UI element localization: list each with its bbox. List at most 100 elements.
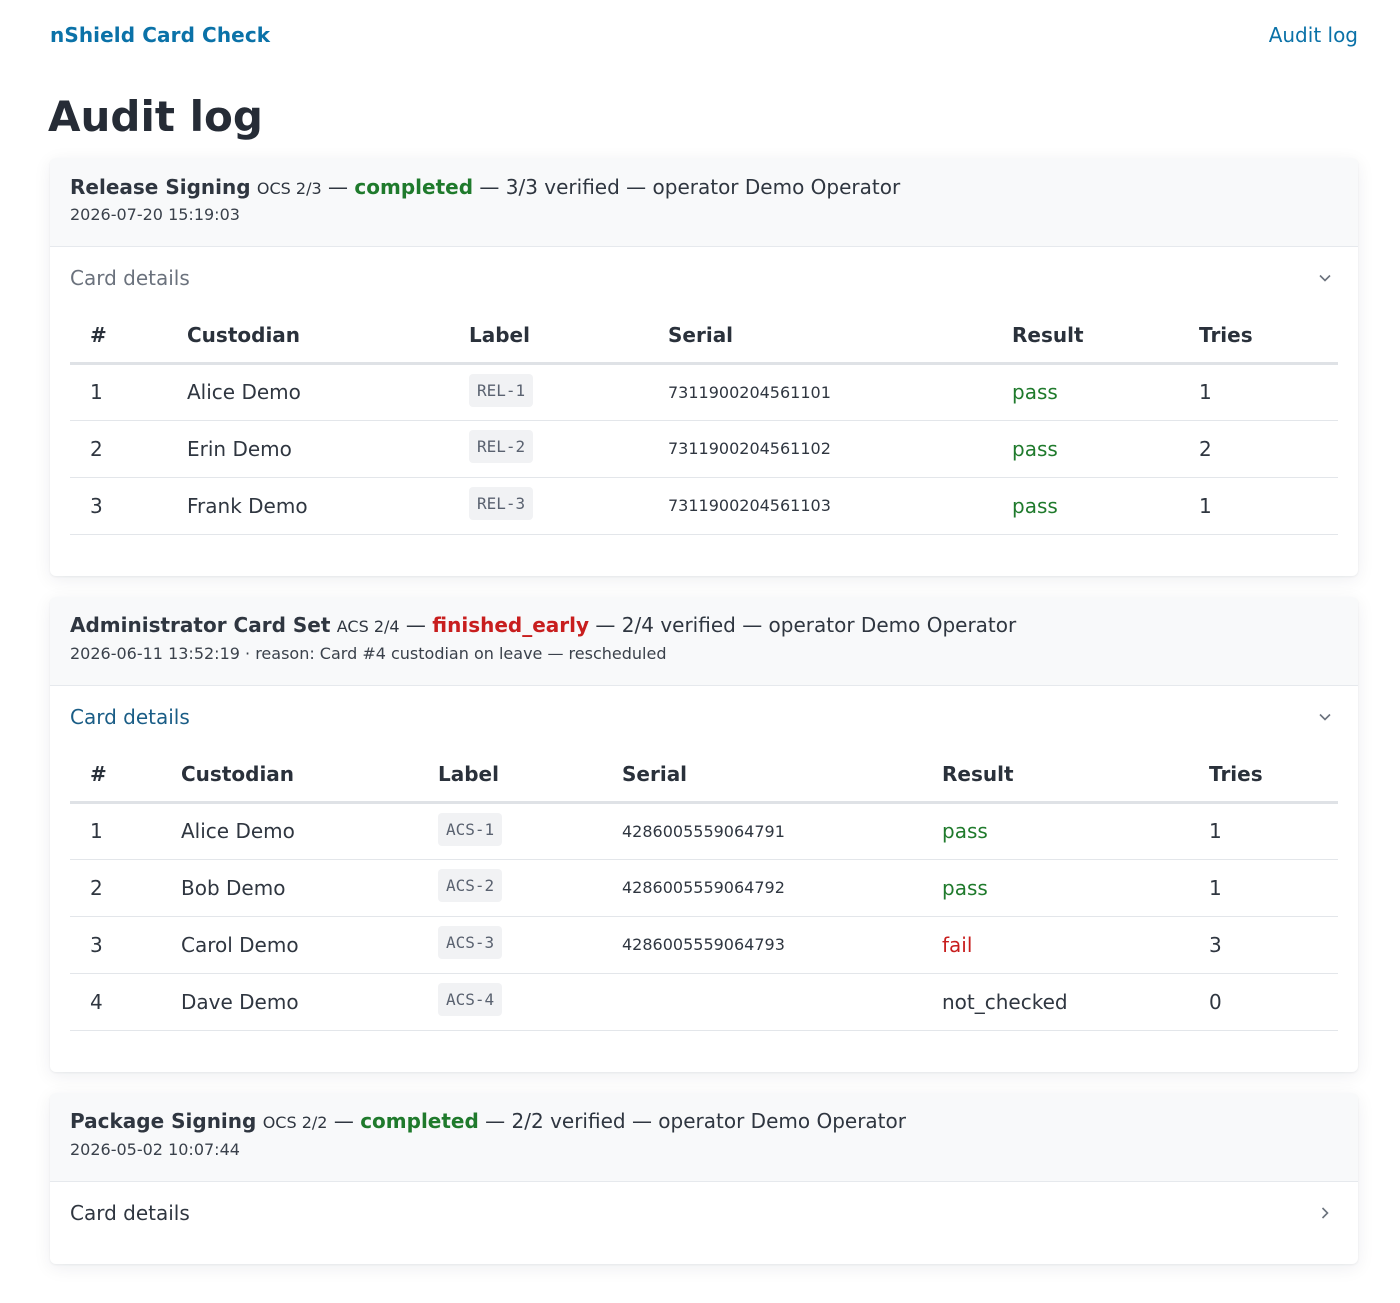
nav-audit-log-link[interactable]: Audit log: [1268, 23, 1358, 47]
card-label: REL-2: [469, 430, 534, 463]
session-verified-operator: — 3/3 verified — operator Demo Operator: [473, 175, 901, 199]
card-label: ACS-2: [438, 869, 503, 902]
custodian: Alice Demo: [161, 802, 418, 860]
status-badge: completed: [360, 1109, 479, 1133]
column-header: Serial: [602, 748, 922, 804]
top-nav: nShield Card Check Audit log: [0, 0, 1400, 72]
tries: 1: [1179, 477, 1338, 535]
card-details-label: Card details: [70, 705, 190, 729]
session-verified-operator: — 2/4 verified — operator Demo Operator: [589, 613, 1017, 637]
column-header: Result: [922, 748, 1189, 804]
card-number: 3: [70, 916, 161, 974]
card-label: ACS-3: [438, 926, 503, 959]
session-name: Package Signing: [70, 1109, 257, 1133]
table-header-row: # Custodian Label Serial Result Tries: [70, 309, 1338, 365]
card-details-toggle[interactable]: Card details: [50, 1182, 1358, 1244]
page-title: Audit log: [48, 92, 263, 141]
card-number: 2: [70, 859, 161, 917]
label-cell: REL-3: [449, 477, 648, 535]
card-label: ACS-1: [438, 812, 503, 846]
card-details-label: Card details: [70, 266, 190, 290]
table-row: 3 Carol Demo ACS-3 4286005559064793 fail…: [70, 916, 1338, 974]
tries: 3: [1189, 916, 1338, 974]
label-cell: ACS-3: [418, 916, 602, 974]
card-label: REL-3: [469, 487, 534, 520]
table-row: 1 Alice Demo REL-1 7311900204561101 pass…: [70, 363, 1338, 421]
card-number: 3: [70, 477, 167, 535]
column-header: Custodian: [161, 748, 418, 804]
separator: —: [321, 175, 355, 199]
table-row: 3 Frank Demo REL-3 7311900204561103 pass…: [70, 477, 1338, 535]
card-label: REL-1: [469, 373, 534, 407]
serial: [602, 973, 922, 1031]
session-timestamp: 2026-07-20 15:19:03: [70, 205, 240, 224]
serial: 4286005559064792: [602, 859, 922, 917]
tries: 1: [1189, 802, 1338, 860]
session-summary: Administrator Card Set ACS 2/4 — finishe…: [70, 613, 1338, 637]
serial: 7311900204561103: [648, 477, 992, 535]
separator: —: [399, 613, 433, 637]
session-verified-operator: — 2/2 verified — operator Demo Operator: [478, 1109, 906, 1133]
session-kind: OCS 2/2: [262, 1113, 328, 1132]
tries: 2: [1179, 420, 1338, 478]
serial: 4286005559064793: [602, 916, 922, 974]
session-name: Release Signing: [70, 175, 251, 199]
result: not_checked: [922, 973, 1189, 1031]
column-header: Tries: [1179, 309, 1338, 365]
cards-table: # Custodian Label Serial Result Tries 1 …: [70, 309, 1338, 535]
custodian: Bob Demo: [161, 859, 418, 917]
card-details-toggle[interactable]: Card details: [50, 686, 1358, 748]
session-timestamp-reason: 2026-06-11 13:52:19 · reason: Card #4 cu…: [70, 644, 667, 663]
serial: 4286005559064791: [602, 802, 922, 860]
session-summary: Release Signing OCS 2/3 — completed — 3/…: [70, 175, 1338, 199]
session-header: Release Signing OCS 2/3 — completed — 3/…: [50, 158, 1358, 247]
card-number: 2: [70, 420, 167, 478]
card-details-toggle[interactable]: Card details: [50, 247, 1358, 309]
serial: 7311900204561101: [648, 363, 992, 421]
chevron-right-icon: [1321, 1207, 1329, 1219]
custodian: Erin Demo: [167, 420, 449, 478]
card-details-label: Card details: [70, 1201, 190, 1225]
custodian: Carol Demo: [161, 916, 418, 974]
label-cell: ACS-1: [418, 802, 602, 860]
label-cell: ACS-4: [418, 973, 602, 1031]
table-row: 1 Alice Demo ACS-1 4286005559064791 pass…: [70, 802, 1338, 860]
custodian: Alice Demo: [167, 363, 449, 421]
result: pass: [992, 363, 1179, 421]
tries: 1: [1189, 859, 1338, 917]
result: pass: [992, 420, 1179, 478]
column-header: Result: [992, 309, 1179, 365]
tries: 1: [1179, 363, 1338, 421]
chevron-down-icon: [1319, 713, 1331, 721]
card-number: 1: [70, 363, 167, 421]
tries: 0: [1189, 973, 1338, 1031]
session-name: Administrator Card Set: [70, 613, 331, 637]
session-card: Administrator Card Set ACS 2/4 — finishe…: [50, 597, 1358, 1072]
card-number: 1: [70, 802, 161, 860]
session-header: Package Signing OCS 2/2 — completed — 2/…: [50, 1093, 1358, 1182]
table-row: 2 Erin Demo REL-2 7311900204561102 pass …: [70, 420, 1338, 478]
result: pass: [992, 477, 1179, 535]
session-kind: OCS 2/3: [256, 179, 322, 198]
status-badge: completed: [354, 175, 474, 199]
result: pass: [922, 802, 1189, 860]
column-header: Label: [449, 309, 648, 365]
session-timestamp: 2026-05-02 10:07:44: [70, 1140, 240, 1159]
cards-table: # Custodian Label Serial Result Tries 1 …: [70, 748, 1338, 1031]
column-header: #: [70, 309, 167, 365]
serial: 7311900204561102: [648, 420, 992, 478]
card-number: 4: [70, 973, 161, 1031]
status-badge: finished_early: [432, 613, 590, 637]
result: pass: [922, 859, 1189, 917]
session-header: Administrator Card Set ACS 2/4 — finishe…: [50, 597, 1358, 686]
brand-link[interactable]: nShield Card Check: [50, 23, 271, 47]
column-header: #: [70, 748, 161, 804]
table-row: 2 Bob Demo ACS-2 4286005559064792 pass 1: [70, 859, 1338, 917]
session-kind: ACS 2/4: [336, 617, 400, 636]
label-cell: ACS-2: [418, 859, 602, 917]
card-label: ACS-4: [438, 983, 503, 1016]
table-row: 4 Dave Demo ACS-4 not_checked 0: [70, 973, 1338, 1031]
column-header: Custodian: [167, 309, 449, 365]
session-card: Release Signing OCS 2/3 — completed — 3/…: [50, 158, 1358, 576]
column-header: Serial: [648, 309, 992, 365]
